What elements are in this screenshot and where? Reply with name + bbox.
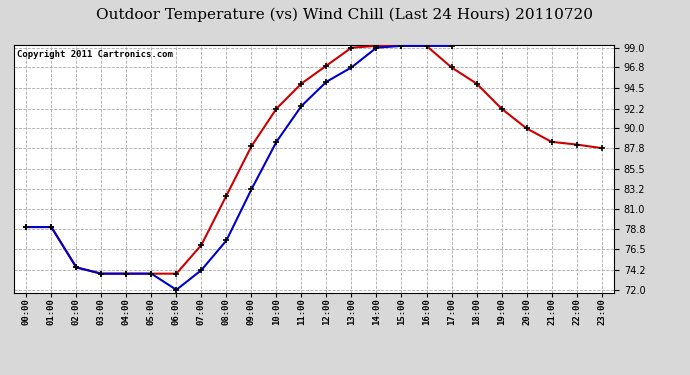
Text: Copyright 2011 Cartronics.com: Copyright 2011 Cartronics.com bbox=[17, 50, 172, 59]
Text: Outdoor Temperature (vs) Wind Chill (Last 24 Hours) 20110720: Outdoor Temperature (vs) Wind Chill (Las… bbox=[97, 8, 593, 22]
